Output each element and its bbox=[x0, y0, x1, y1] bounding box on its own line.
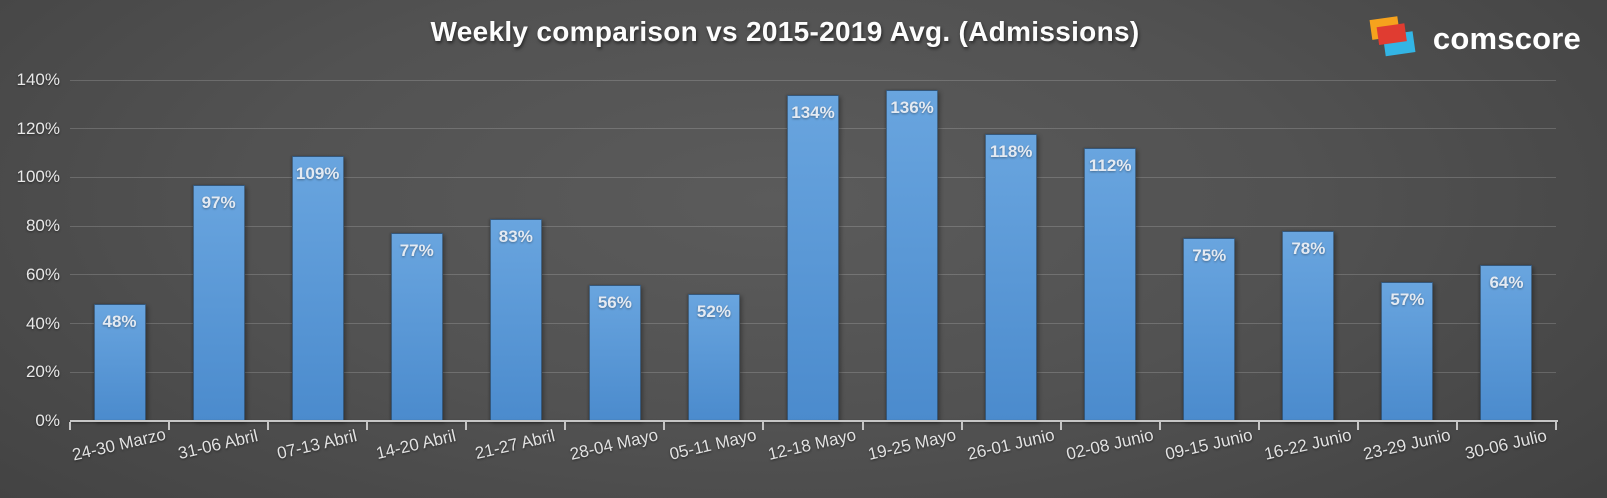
y-axis-label: 100% bbox=[16, 167, 60, 187]
x-axis-tick bbox=[168, 422, 171, 430]
bar-value-label: 78% bbox=[1291, 239, 1326, 258]
x-axis-tick bbox=[1059, 422, 1062, 430]
x-axis-line bbox=[70, 420, 1558, 422]
y-axis-label: 40% bbox=[25, 313, 60, 333]
x-axis-tick bbox=[960, 422, 963, 430]
bar-value-label: 83% bbox=[498, 226, 533, 246]
x-axis-tick bbox=[1555, 422, 1557, 430]
y-axis-label: 20% bbox=[25, 362, 60, 382]
bar-value-label: 64% bbox=[1489, 273, 1524, 293]
comscore-wordmark: comscore bbox=[1432, 20, 1581, 56]
y-axis-label: 140% bbox=[16, 70, 60, 89]
bar: 77% bbox=[390, 233, 443, 421]
bar-value-label: 118% bbox=[989, 141, 1033, 161]
bar-value-label: 75% bbox=[1192, 246, 1227, 266]
bar: 56% bbox=[588, 284, 641, 421]
bar-value-label: 136% bbox=[890, 97, 934, 117]
bar: 57% bbox=[1381, 282, 1434, 421]
gridline bbox=[70, 79, 1556, 81]
y-axis-label: 0% bbox=[35, 411, 60, 430]
x-axis-tick bbox=[861, 422, 864, 430]
y-axis-label: 120% bbox=[16, 118, 60, 138]
bar-value-label: 109% bbox=[295, 163, 340, 183]
bar-value-label: 56% bbox=[597, 292, 632, 312]
y-axis-label: 80% bbox=[25, 216, 60, 236]
x-axis-tick bbox=[465, 422, 468, 430]
bar-value-label: 48% bbox=[102, 312, 137, 332]
chart-title: Weekly comparison vs 2015-2019 Avg. (Adm… bbox=[430, 16, 1140, 47]
bar: 112% bbox=[1084, 148, 1137, 421]
bar: 83% bbox=[489, 218, 542, 421]
x-axis-tick bbox=[366, 422, 369, 430]
bar-value-label: 52% bbox=[696, 302, 731, 322]
bar-value-label: 77% bbox=[399, 241, 434, 261]
bar: 136% bbox=[886, 89, 939, 421]
x-axis-tick bbox=[564, 422, 567, 430]
x-axis-tick bbox=[1356, 422, 1359, 430]
bar: 64% bbox=[1480, 265, 1533, 421]
comscore-logo: comscore bbox=[1366, 12, 1581, 65]
bar: 52% bbox=[687, 294, 740, 421]
x-axis-tick bbox=[762, 422, 765, 430]
bar: 97% bbox=[192, 184, 245, 421]
bar-value-label: 112% bbox=[1088, 156, 1132, 176]
bar-value-label: 134% bbox=[791, 102, 835, 122]
x-axis-tick bbox=[69, 422, 71, 430]
bar-value-label: 57% bbox=[1390, 290, 1425, 310]
bar: 78% bbox=[1282, 231, 1335, 421]
comscore-logo-icon bbox=[1366, 12, 1420, 65]
bar-value-label: 97% bbox=[201, 192, 236, 212]
y-axis-label: 60% bbox=[25, 264, 60, 284]
x-axis-tick bbox=[1455, 422, 1458, 430]
bar: 48% bbox=[93, 304, 146, 421]
bar: 118% bbox=[985, 133, 1038, 421]
x-axis-tick bbox=[267, 422, 270, 430]
x-axis-tick bbox=[663, 422, 666, 430]
x-axis-tick bbox=[1158, 422, 1161, 430]
x-axis-tick bbox=[1257, 422, 1260, 430]
bar: 75% bbox=[1183, 238, 1236, 421]
bar: 109% bbox=[291, 155, 344, 421]
bar: 134% bbox=[787, 94, 839, 421]
